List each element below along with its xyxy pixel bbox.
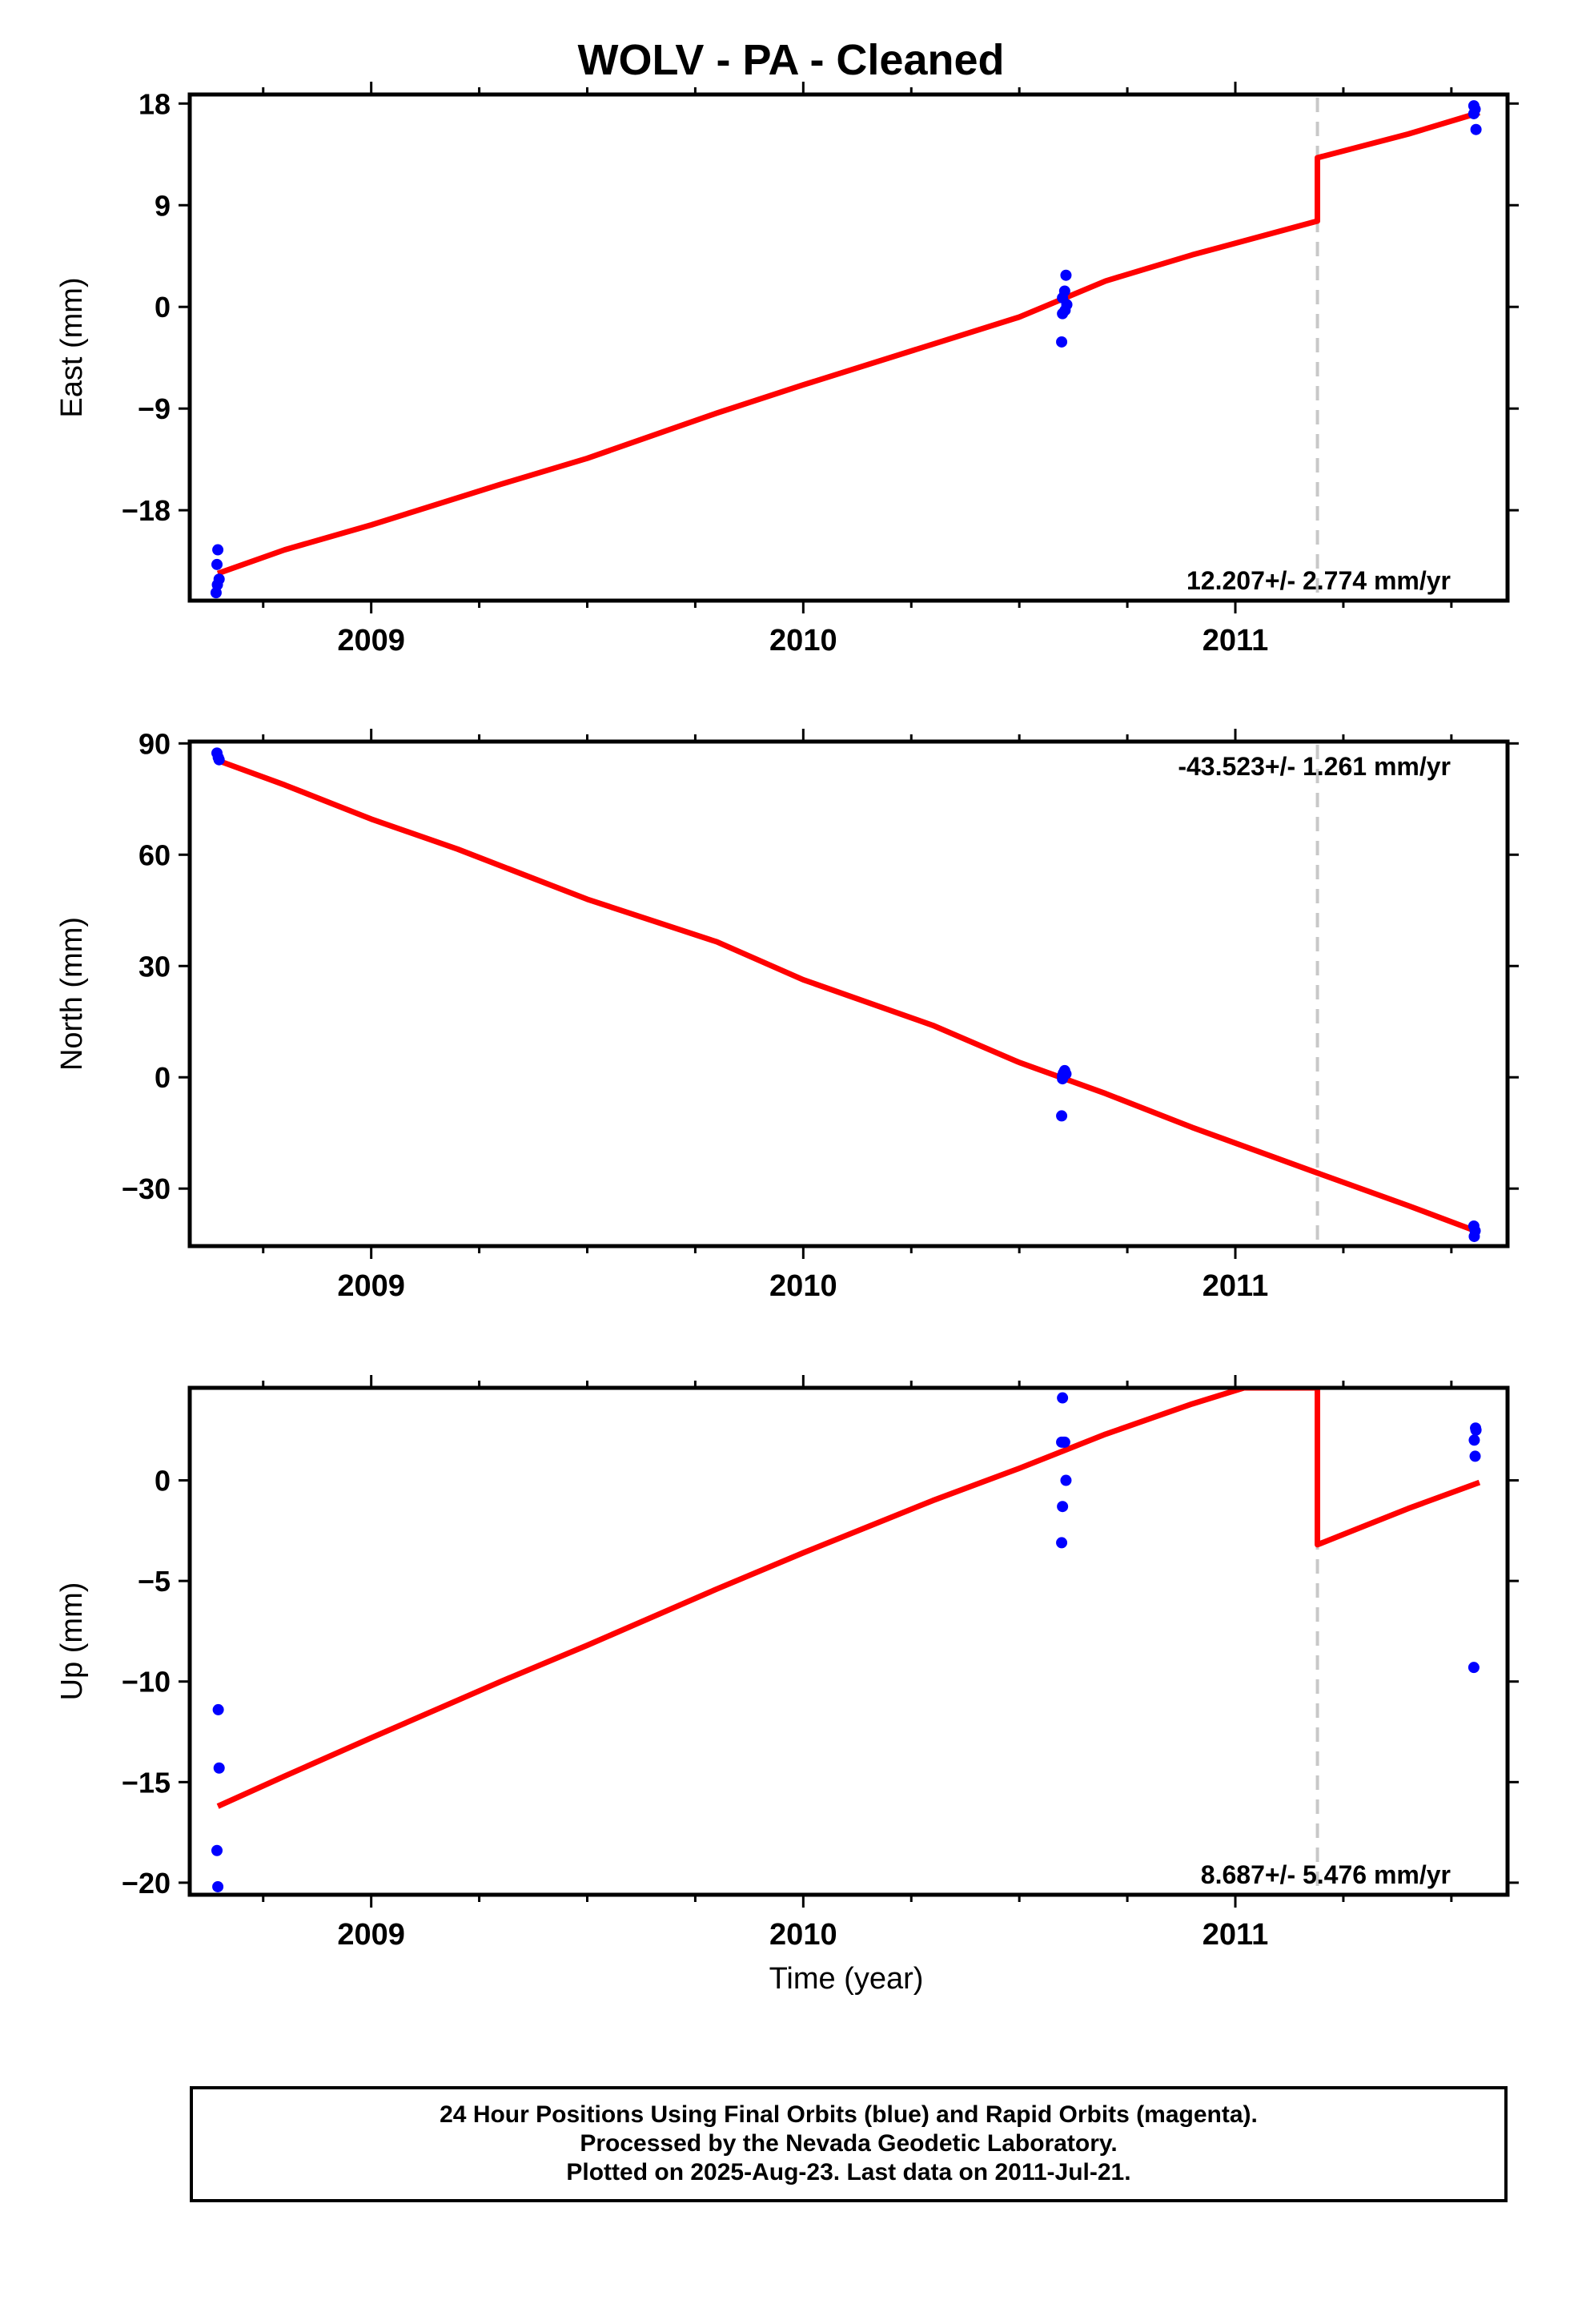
y-tick-label-north: 90	[139, 727, 171, 760]
data-point-east	[211, 558, 223, 570]
y-tick-label-up: −15	[122, 1766, 171, 1799]
model-line-east	[216, 110, 1480, 577]
x-tick-label-north: 2009	[337, 1269, 405, 1303]
data-point-north	[1057, 1073, 1069, 1085]
data-point-up	[1060, 1474, 1072, 1486]
footer-line-3: Plotted on 2025-Aug-23. Last data on 201…	[566, 2159, 1131, 2185]
x-tick-label-up: 2009	[337, 1918, 405, 1952]
y-tick-label-north: 30	[139, 950, 171, 983]
model-line-north	[216, 758, 1481, 1236]
chart-title: WOLV - PA - Cleaned	[577, 36, 1005, 84]
footer-line-2: Processed by the Nevada Geodetic Laborat…	[580, 2130, 1118, 2157]
velocity-annotation-north: -43.523+/- 1.261 mm/yr	[1178, 752, 1451, 781]
model-line-up	[216, 1388, 1481, 1809]
plot-frame-north	[187, 739, 1510, 1248]
x-tick-label-east: 2009	[337, 624, 405, 657]
y-tick-label-east: 18	[139, 87, 171, 120]
x-axis-label: Time (year)	[769, 1962, 924, 1996]
y-tick-label-north: −30	[122, 1172, 171, 1205]
data-point-east	[1468, 107, 1480, 119]
data-point-up	[1468, 1662, 1480, 1674]
data-point-up	[1470, 1422, 1482, 1434]
y-tick-label-up: −5	[138, 1565, 171, 1598]
y-tick-label-east: 9	[155, 189, 171, 222]
velocity-annotation-east: 12.207+/- 2.774 mm/yr	[1186, 566, 1451, 595]
footer-box: 24 Hour Positions Using Final Orbits (bl…	[190, 2086, 1508, 2202]
data-point-up	[1469, 1450, 1481, 1462]
data-point-east	[1057, 308, 1069, 320]
data-point-up	[212, 1703, 224, 1715]
x-tick-label-up: 2010	[769, 1918, 837, 1952]
data-point-east	[1060, 269, 1072, 281]
panel-up: −20 −15 −10 −5 0 2009 2010 2011 Up (mm) 8.687+/- …	[55, 1375, 1519, 1952]
x-tick-label-east: 2010	[769, 624, 837, 657]
y-tick-label-east: 0	[155, 291, 171, 324]
data-point-east	[211, 579, 223, 591]
panel-east: −18 −9 0 9 18 2009 2010 2011 East (mm) 12.207+/- …	[55, 82, 1519, 657]
y-tick-label-up: −10	[122, 1666, 171, 1699]
footer-line-1: 24 Hour Positions Using Final Orbits (bl…	[440, 2101, 1258, 2128]
plot-frame-up	[187, 1385, 1510, 1897]
y-axis-label-east: East (mm)	[55, 277, 89, 417]
panel-north: −30 0 30 60 90 2009 2010 2011 North (mm) -43.523+…	[55, 727, 1519, 1303]
plot-frame-east	[187, 92, 1510, 603]
velocity-annotation-up: 8.687+/- 5.476 mm/yr	[1201, 1860, 1451, 1889]
data-point-north	[1056, 1110, 1068, 1122]
data-point-east	[1056, 336, 1068, 348]
data-point-north	[213, 754, 225, 766]
data-point-east	[212, 544, 224, 556]
y-tick-label-north: 60	[139, 838, 171, 871]
data-point-up	[1058, 1436, 1070, 1448]
y-tick-label-up: −20	[122, 1867, 171, 1900]
data-point-up	[212, 1880, 224, 1892]
data-point-up	[1056, 1537, 1068, 1549]
data-point-north	[1468, 1230, 1480, 1242]
x-tick-label-north: 2011	[1203, 1269, 1268, 1303]
x-tick-label-up: 2011	[1203, 1918, 1268, 1952]
data-point-east	[1058, 285, 1070, 297]
data-point-up	[1057, 1501, 1069, 1513]
y-axis-label-north: North (mm)	[55, 917, 89, 1071]
data-point-up	[211, 1844, 223, 1856]
data-point-up	[213, 1762, 225, 1774]
y-tick-label-east: −18	[122, 494, 171, 527]
x-tick-label-north: 2010	[769, 1269, 837, 1303]
y-tick-label-north: 0	[155, 1061, 171, 1094]
x-tick-label-east: 2011	[1203, 624, 1268, 657]
data-point-up	[1468, 1434, 1480, 1446]
y-axis-label-up: Up (mm)	[55, 1582, 89, 1701]
y-tick-label-up: 0	[155, 1465, 171, 1498]
data-point-east	[1470, 123, 1482, 135]
y-tick-label-east: −9	[138, 392, 171, 425]
data-point-up	[1057, 1392, 1069, 1404]
